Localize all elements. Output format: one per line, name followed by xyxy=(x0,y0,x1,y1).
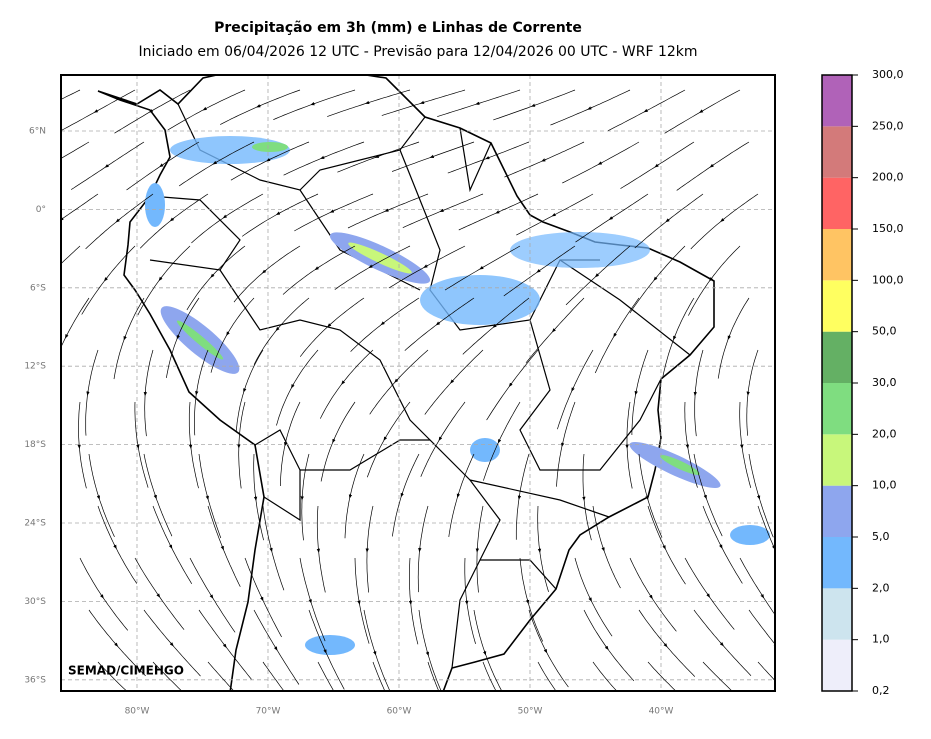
colorbar-label: 50,0 xyxy=(872,325,897,338)
stream-arrow xyxy=(236,693,238,695)
colorbar-swatch xyxy=(822,588,852,639)
colorbar-label: 150,0 xyxy=(872,222,904,235)
stream-arrow xyxy=(787,693,789,695)
colorbar-label: 2,0 xyxy=(872,581,890,594)
colorbar-swatch xyxy=(822,178,852,229)
lat-label: 18°S xyxy=(24,440,46,450)
lat-label: 36°S xyxy=(24,675,46,685)
stream-arrow xyxy=(138,444,139,447)
lat-label: 0° xyxy=(36,205,46,215)
lat-label: 6°S xyxy=(30,283,46,293)
stream-arrow xyxy=(389,701,390,704)
colorbar-label: 5,0 xyxy=(872,530,890,543)
colorbar-swatch xyxy=(822,383,852,434)
colorbar-swatch xyxy=(822,126,852,177)
streamline xyxy=(758,662,818,725)
colorbar-label: 30,0 xyxy=(872,376,897,389)
colorbar-swatch xyxy=(822,229,852,280)
lon-label: 70°W xyxy=(256,707,281,717)
lat-label: 12°S xyxy=(24,362,46,372)
stream-arrow xyxy=(519,495,520,498)
colorbar-label: 100,0 xyxy=(872,273,904,286)
stream-arrow xyxy=(288,696,290,698)
lat-label: 30°S xyxy=(24,597,46,607)
lon-label: 80°W xyxy=(125,707,150,717)
colorbar-label: 10,0 xyxy=(872,479,897,492)
lat-label: 24°S xyxy=(24,519,46,529)
colorbar-swatch xyxy=(822,486,852,537)
colorbar-swatch xyxy=(822,280,852,331)
stream-arrow xyxy=(196,390,197,393)
colorbar-label: 0,2 xyxy=(872,684,890,697)
colorbar-label: 20,0 xyxy=(872,427,897,440)
colorbar-swatch xyxy=(822,537,852,588)
stream-arrow xyxy=(50,163,53,165)
lon-label: 40°W xyxy=(649,707,674,717)
colorbar: 0,2 1,0 2,0 5,0 10,0 20,0 30,0 50,0 100,0 150,0 20… xyxy=(822,68,904,697)
title: Precipitação em 3h (mm) e Linhas de Corr… xyxy=(214,20,582,36)
stream-arrow xyxy=(677,692,679,694)
stream-arrow xyxy=(183,692,185,694)
colorbar-label: 1,0 xyxy=(872,633,890,646)
credit: SEMAD/CIMEHGO xyxy=(68,664,184,678)
map-area: SEMAD/CIMEHGO xyxy=(1,70,818,735)
lat-label: 6°N xyxy=(29,127,46,137)
stream-arrow xyxy=(733,692,735,694)
colorbar-swatch xyxy=(822,434,852,485)
colorbar-label: 200,0 xyxy=(872,171,904,184)
stream-arrow xyxy=(359,600,360,603)
stream-arrow xyxy=(443,701,444,704)
stream-arrow xyxy=(561,697,563,699)
stream-arrow xyxy=(620,694,622,696)
stream-arrow xyxy=(128,692,130,694)
colorbar-label: 300,0 xyxy=(872,68,904,81)
stream-arrow xyxy=(338,699,340,702)
colorbar-swatch xyxy=(822,75,852,126)
stream-arrow xyxy=(48,275,50,277)
lon-label: 60°W xyxy=(387,707,412,717)
stream-arrow xyxy=(501,700,503,703)
stream-arrow xyxy=(40,108,43,109)
colorbar-label: 250,0 xyxy=(872,119,904,132)
colorbar-swatch xyxy=(822,640,852,691)
lon-label: 50°W xyxy=(518,707,543,717)
colorbar-swatch xyxy=(822,332,852,383)
subtitle: Iniciado em 06/04/2026 12 UTC - Previsão… xyxy=(138,44,697,60)
